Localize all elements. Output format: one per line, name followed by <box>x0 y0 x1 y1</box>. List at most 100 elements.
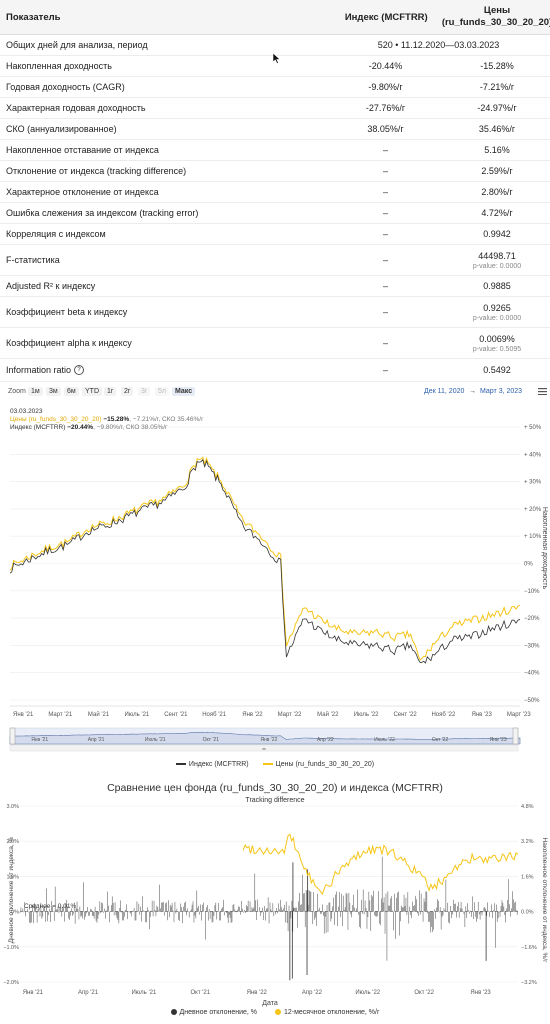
row-index-value: – <box>382 365 388 375</box>
hamburger-icon[interactable] <box>538 388 547 395</box>
row-fund-cell: 44498.71 p-value: 0.0000 <box>444 245 550 275</box>
row-label-text: Годовая доходность (CAGR) <box>6 82 125 92</box>
y-right-tick-label: 1.6% <box>521 874 534 880</box>
tooltip-fund-value: −15.28% <box>103 416 129 423</box>
x-tick-label: Нояб '22 <box>431 712 456 718</box>
header-fund[interactable]: Цены (ru_funds_30_30_20_20) <box>441 5 550 28</box>
row-fund-cell: 2.59%/г <box>444 161 550 181</box>
y-left-tick-label: 0% <box>11 910 19 916</box>
row-fund-cell: 4.72%/г <box>444 203 550 223</box>
zoom-5y-button[interactable]: 5л <box>155 387 169 396</box>
tooltip-date: 03.03.2023 <box>10 408 43 415</box>
zoom-2y-button[interactable]: 2г <box>121 387 134 396</box>
row-fund-value: 0.9885 <box>483 281 511 291</box>
row-label-text: Коэффициент alpha к индексу <box>6 338 132 348</box>
row-label: Ошибка слежения за индексом (tracking er… <box>0 203 327 223</box>
row-index-value: – <box>382 307 388 317</box>
row-label-text: Adjusted R² к индексу <box>6 281 96 291</box>
row-label-text: Общих дней для анализа, период <box>6 40 148 50</box>
x-tick-label: Июль '22 <box>355 990 380 996</box>
row-label: Накопленное отставание от индекса <box>0 140 327 160</box>
row-fund-cell: 0.0069% p-value: 0.5095 <box>444 328 550 358</box>
row-fund-value: 35.46%/г <box>478 124 516 134</box>
chart2-xlabel: Дата <box>262 1000 278 1007</box>
x-tick-label: Янв '22 <box>242 712 263 718</box>
chart1-legend: Индекс (MCFTRR) Цены (ru_funds_30_30_20_… <box>0 761 550 768</box>
zoom-1y-button[interactable]: 1г <box>104 387 117 396</box>
header-index[interactable]: Индекс (MCFTRR) <box>344 11 428 23</box>
index-series-line[interactable] <box>9 459 521 664</box>
row-fund-value: 4.72%/г <box>481 208 513 218</box>
row-index-value: – <box>382 338 388 348</box>
x-tick-label: Май '21 <box>88 711 110 718</box>
x-tick-label: Июль '21 <box>131 990 156 996</box>
navigator[interactable]: ▪▪ Янв '21 Апр '21 Июль '21 Окт '21 Янв '22 А… <box>9 727 521 753</box>
zoom-3y-button[interactable]: 3г <box>138 387 151 396</box>
table-row: Ошибка слежения за индексом (tracking er… <box>0 203 550 224</box>
y-right-tick-label: −3.2% <box>521 980 537 986</box>
table-row: Характерная годовая доходность -27.76%/г -… <box>0 98 550 119</box>
legend-index-item[interactable]: Индекс (MCFTRR) <box>175 761 249 768</box>
row-fund-cell: -15.28% <box>444 56 550 76</box>
navigator-tick-label: Апр '22 <box>317 737 334 743</box>
x-tick-label: Март '21 <box>48 712 73 718</box>
row-fund-value: 2.59%/г <box>481 166 513 176</box>
question-circle-icon[interactable]: ? <box>74 365 85 375</box>
y-left-tick-label: −1.0% <box>3 945 19 951</box>
table-header: Показатель Индекс (MCFTRR) Цены (ru_fund… <box>0 0 550 35</box>
zoom-6m-button[interactable]: 6м <box>64 387 79 396</box>
legend-fund-label: Цены (ru_funds_30_30_20_20) <box>275 761 375 768</box>
zoom-1m-button[interactable]: 1м <box>28 387 43 396</box>
x-tick-label: Сент '22 <box>393 712 417 718</box>
row-label-text: Характерная годовая доходность <box>6 103 146 113</box>
row-pvalue: p-value: 0.0000 <box>472 314 522 322</box>
range-from[interactable]: Дек 11, 2020 <box>424 388 465 395</box>
navigator-scrollbar[interactable] <box>9 744 519 752</box>
x-tick-label: Сент '21 <box>164 712 188 718</box>
row-label: Общих дней для анализа, период <box>0 35 327 55</box>
row-label-text: СКО (аннуализированное) <box>6 124 117 134</box>
y-right-tick-label: 0.0% <box>521 910 534 916</box>
x-tick-label: Апр '22 <box>302 990 323 996</box>
chart-toolbar: Zoom 1м 3м 6м YTD 1г 2г 3г 5л Макс Дек 1… <box>0 384 550 400</box>
row-label-text: Накопленное отставание от индекса <box>6 145 159 155</box>
row-fund-cell: -7.21%/г <box>444 77 550 97</box>
table-row: Adjusted R² к индексу – 0.9885 <box>0 276 550 297</box>
chart2-title: Сравнение цен фонда (ru_funds_30_30_20_2… <box>107 782 443 794</box>
row-label: Коэффициент alpha к индексу <box>0 328 327 358</box>
range-to[interactable]: Март 3, 2023 <box>480 388 523 395</box>
y-right-tick-label: −1.6% <box>521 945 537 951</box>
y-left-tick-label: 1.0% <box>6 874 19 880</box>
row-fund-cell: 35.46%/г <box>444 119 550 139</box>
mouse-cursor-icon <box>273 53 281 64</box>
row-index-value: – <box>382 255 388 265</box>
navigator-tick-label: Июль '22 <box>374 737 395 743</box>
legend-daily-item[interactable]: Дневное отклонение, % <box>170 1009 257 1016</box>
navigator-left-handle[interactable] <box>9 727 16 745</box>
legend-rolling-item[interactable]: 12-месячное отклонение, %/г <box>274 1009 380 1016</box>
table-row: Корреляция с индексом – 0.9942 <box>0 224 550 245</box>
zoom-ytd-button[interactable]: YTD <box>82 387 102 396</box>
y-right-tick-label: 4.8% <box>521 804 534 810</box>
row-index-value: – <box>382 208 388 218</box>
scrollbar-grip-icon[interactable]: ▪▪ <box>262 747 266 753</box>
cumulative-return-chart[interactable]: + 50% + 40% + 30% + 20% + 10% 0% −10% −20% −30% −… <box>0 402 550 757</box>
legend-fund-item[interactable]: Цены (ru_funds_30_30_20_20) <box>262 761 375 768</box>
row-fund-value: 0.0069% <box>479 333 515 344</box>
zoom-3m-button[interactable]: 3м <box>46 387 61 396</box>
row-pvalue: p-value: 0.5095 <box>472 345 522 353</box>
row-fund-cell: 0.9942 <box>444 224 550 244</box>
rolling-12m-deviation-line[interactable] <box>242 833 519 896</box>
daily-deviation-bars[interactable] <box>19 856 518 981</box>
y-tick-label: 0% <box>524 562 533 568</box>
row-fund-value: 0.9942 <box>483 229 511 239</box>
zoom-max-button[interactable]: Макс <box>172 387 196 396</box>
row-index-value: – <box>382 166 388 176</box>
tooltip-index-extra: , −9.80%/г, СКО 38.05%/г <box>93 424 168 431</box>
header-indicator[interactable]: Показатель <box>6 11 61 23</box>
navigator-right-handle[interactable] <box>512 727 519 745</box>
tracking-difference-chart[interactable]: 3.0% 2.0% 1.0% 0% −1.0% −2.0% 4.8% 3.2% 1.6% 0.0… <box>0 800 550 1008</box>
row-label: F-статистика <box>0 245 327 275</box>
fund-series-line[interactable] <box>9 456 521 661</box>
x-tick-label: Июль '22 <box>354 712 379 718</box>
